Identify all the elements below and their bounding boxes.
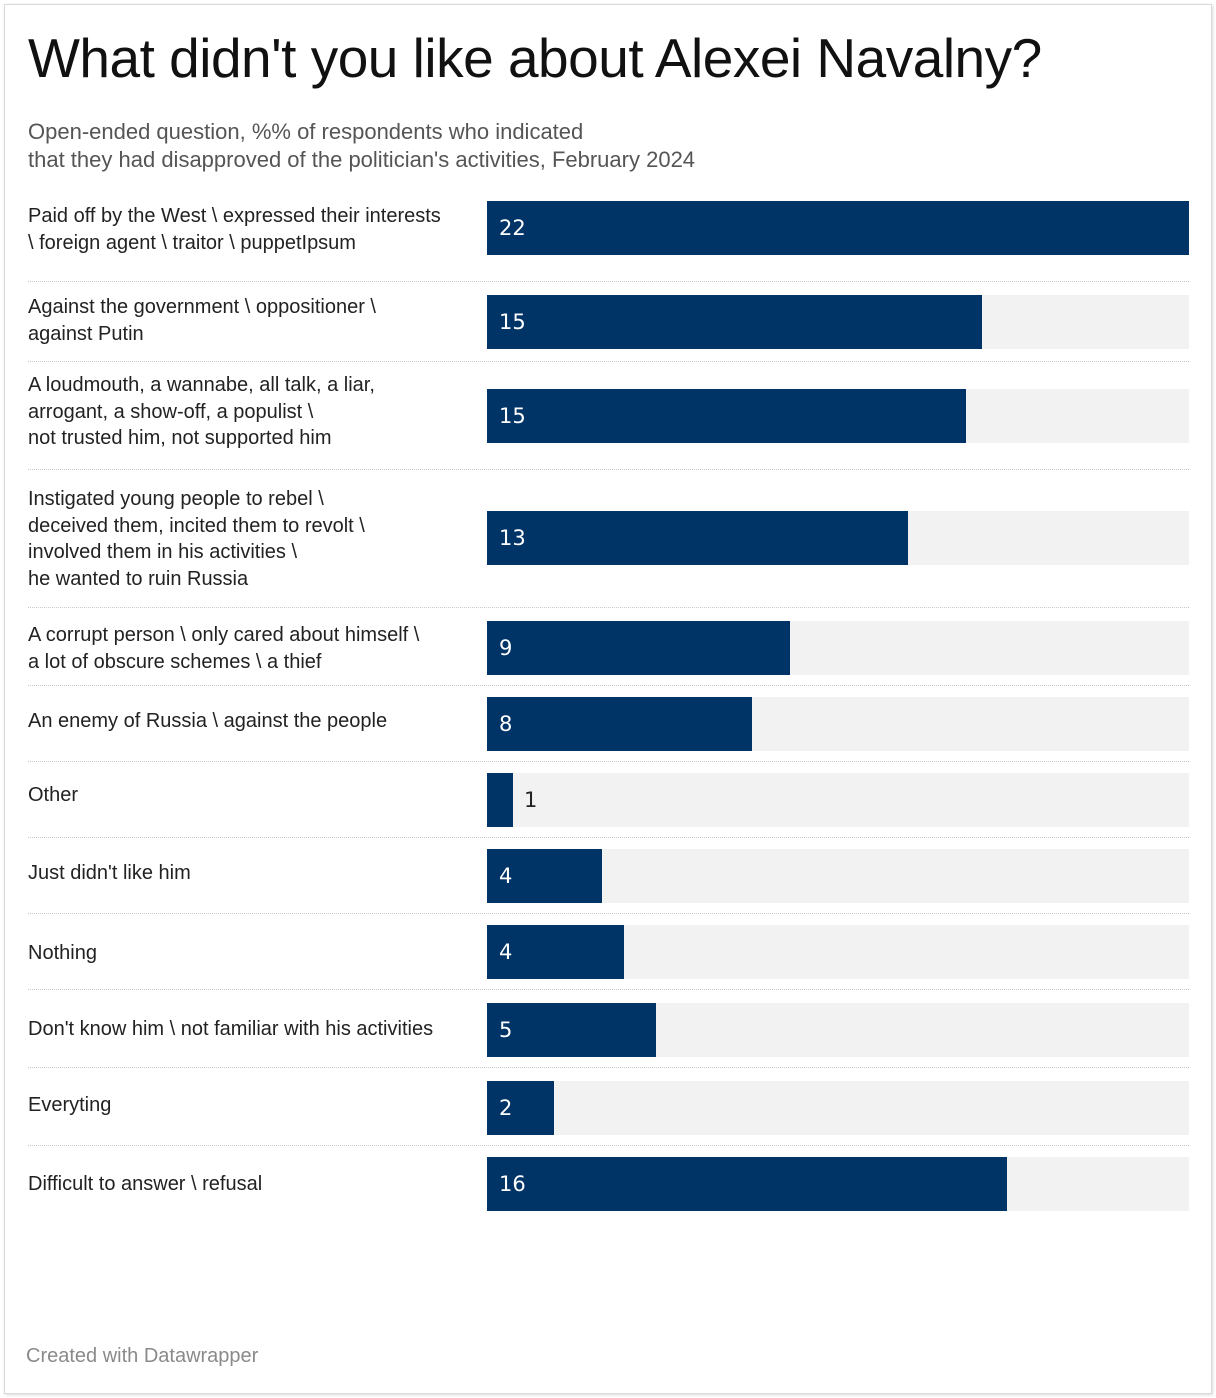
- category-label: A loudmouth, a wannabe, all talk, a liar…: [28, 374, 375, 449]
- bar-value-label: 1: [524, 788, 538, 812]
- datawrapper-credit[interactable]: Created with Datawrapper: [26, 1345, 259, 1367]
- row-divider: [28, 837, 1189, 838]
- category-label: A corrupt person \ only cared about hims…: [28, 624, 420, 673]
- bar[interactable]: [487, 697, 752, 751]
- bar-track: 4: [487, 849, 1189, 903]
- bar-value-label: 9: [499, 636, 513, 660]
- bar-track: 8: [487, 697, 1189, 751]
- category-label: Don't know him \ not familiar with his a…: [28, 1018, 434, 1040]
- row-divider: [28, 1145, 1189, 1146]
- bar-track: 2: [487, 1081, 1189, 1135]
- row-divider: [28, 989, 1189, 990]
- row-divider: [28, 761, 1189, 762]
- bar-value-label: 4: [499, 864, 513, 888]
- bar-value-label: 16: [499, 1172, 526, 1196]
- chart-title: What didn't you like about Alexei Navaln…: [28, 27, 1042, 89]
- category-label: Paid off by the West \ expressed their i…: [28, 205, 441, 254]
- bar[interactable]: [487, 511, 908, 565]
- bar[interactable]: [487, 773, 513, 827]
- category-label: An enemy of Russia \ against the people: [28, 710, 388, 732]
- row-divider: [28, 607, 1189, 608]
- row-divider: [28, 281, 1189, 282]
- bar-value-label: 4: [499, 940, 513, 964]
- row-divider: [28, 685, 1189, 686]
- bar-value-label: 22: [499, 216, 526, 240]
- bar[interactable]: [487, 1003, 656, 1057]
- row-divider: [28, 361, 1189, 362]
- bar-track: 22: [487, 201, 1189, 255]
- bar-value-label: 13: [499, 526, 526, 550]
- bar[interactable]: [487, 621, 790, 675]
- bar[interactable]: [487, 389, 966, 443]
- bar-track: 1: [487, 773, 1189, 827]
- bar-track: 5: [487, 1003, 1189, 1057]
- row-divider: [28, 469, 1189, 470]
- bar[interactable]: [487, 201, 1189, 255]
- row-divider: [28, 913, 1189, 914]
- bar-track: 9: [487, 621, 1189, 675]
- bar[interactable]: [487, 925, 624, 979]
- category-label: Nothing: [28, 942, 97, 964]
- category-label: Difficult to answer \ refusal: [28, 1173, 263, 1195]
- category-label: Against the government \ oppositioner \ …: [28, 296, 376, 345]
- bar-track: 16: [487, 1157, 1189, 1211]
- bar-value-label: 15: [499, 310, 526, 334]
- bar-track: 15: [487, 389, 1189, 443]
- bar-value-label: 15: [499, 404, 526, 428]
- bar[interactable]: [487, 1081, 554, 1135]
- bar-value-label: 5: [499, 1018, 513, 1042]
- bar-value-label: 2: [499, 1096, 513, 1120]
- bar-track: 4: [487, 925, 1189, 979]
- chart-subtitle: Open-ended question, %% of respondents w…: [28, 118, 828, 174]
- bar[interactable]: [487, 295, 982, 349]
- category-label: Just didn't like him: [28, 862, 191, 884]
- bar-value-label: 8: [499, 712, 513, 736]
- subtitle-text: Open-ended question, %% of respondents w…: [28, 119, 696, 172]
- bar[interactable]: [487, 1157, 1007, 1211]
- bar[interactable]: [487, 849, 602, 903]
- row-divider: [28, 1067, 1189, 1068]
- category-label: Other: [28, 784, 79, 806]
- bar-track: 15: [487, 295, 1189, 349]
- bar-track: 13: [487, 511, 1189, 565]
- category-label: Instigated young people to rebel \ decei…: [28, 488, 365, 590]
- category-label: Everyting: [28, 1094, 112, 1116]
